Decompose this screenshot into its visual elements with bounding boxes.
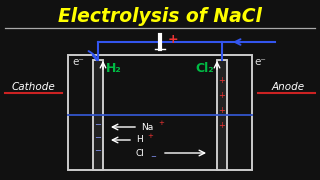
Text: Cl: Cl [136, 148, 145, 158]
Text: −: − [94, 147, 101, 156]
Text: +: + [219, 91, 225, 100]
Text: Electrolysis of NaCl: Electrolysis of NaCl [58, 6, 262, 26]
Text: Anode: Anode [271, 82, 305, 92]
Text: −: − [150, 154, 156, 160]
Text: Na: Na [141, 123, 153, 132]
Text: e⁻: e⁻ [254, 57, 266, 67]
Bar [93, 60, 103, 170]
Text: +: + [219, 105, 225, 114]
Text: Cl₂: Cl₂ [196, 62, 214, 75]
Bar [93, 60, 103, 170]
Text: +: + [168, 33, 178, 46]
Bar [217, 60, 227, 170]
Text: +: + [158, 120, 164, 126]
Text: H: H [136, 136, 143, 145]
Bar [68, 55, 252, 170]
Text: −: − [94, 134, 101, 143]
Text: +: + [219, 75, 225, 84]
Bar [217, 60, 227, 170]
Text: e⁻: e⁻ [72, 57, 84, 67]
Text: Cathode: Cathode [11, 82, 55, 92]
Text: H₂: H₂ [106, 62, 122, 75]
Text: +: + [219, 120, 225, 129]
Text: +: + [147, 133, 153, 139]
Text: −: − [94, 120, 101, 129]
